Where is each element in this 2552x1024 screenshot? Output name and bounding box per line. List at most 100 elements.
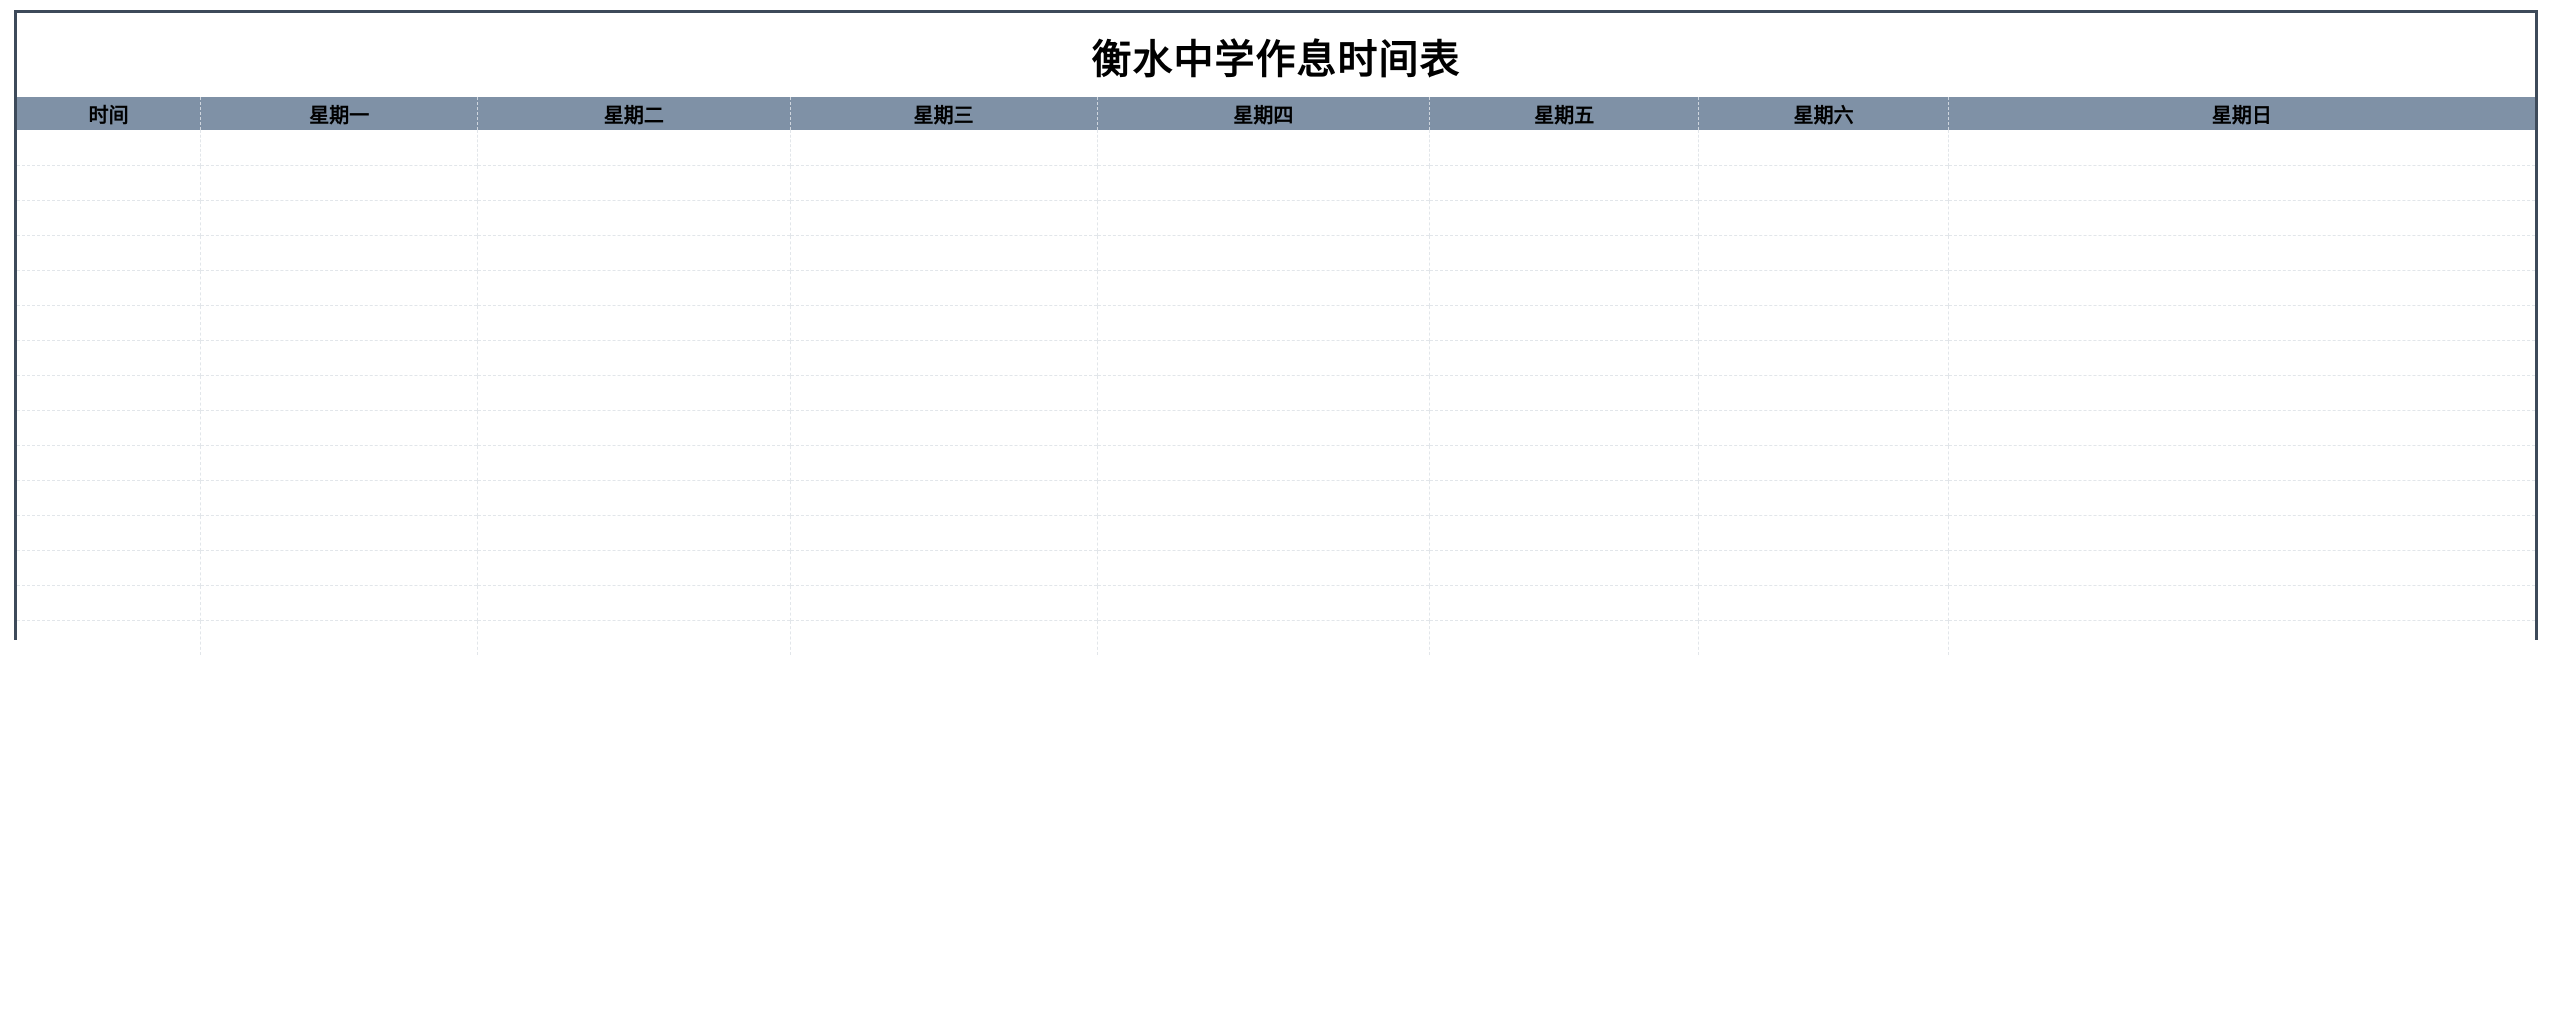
table-cell (478, 200, 790, 235)
table-cell (201, 165, 478, 200)
table-cell (1699, 235, 1948, 270)
table-cell (1948, 550, 2535, 585)
table-cell (1430, 305, 1699, 340)
table-row (17, 480, 2535, 515)
table-cell (1699, 200, 1948, 235)
table-cell (790, 410, 1097, 445)
table-cell (1948, 200, 2535, 235)
table-cell (17, 550, 201, 585)
table-cell (790, 445, 1097, 480)
table-cell (201, 340, 478, 375)
table-row (17, 340, 2535, 375)
table-cell (1699, 130, 1948, 165)
header-cell: 星期日 (1948, 97, 2535, 130)
table-cell (790, 165, 1097, 200)
title-row: 衡水中学作息时间表 (17, 13, 2535, 97)
table-cell (478, 165, 790, 200)
table-cell (1699, 550, 1948, 585)
table-cell (790, 375, 1097, 410)
table-cell (790, 480, 1097, 515)
table-row (17, 620, 2535, 655)
table-cell (1097, 585, 1429, 620)
table-cell (201, 375, 478, 410)
table-cell (17, 340, 201, 375)
table-row (17, 305, 2535, 340)
table-cell (1097, 270, 1429, 305)
table-cell (1430, 165, 1699, 200)
table-cell (201, 445, 478, 480)
table-row (17, 515, 2535, 550)
table-cell (1699, 445, 1948, 480)
table-cell (201, 585, 478, 620)
table-cell (17, 585, 201, 620)
table-row (17, 130, 2535, 165)
table-cell (1948, 585, 2535, 620)
table-row (17, 445, 2535, 480)
table-cell (790, 515, 1097, 550)
table-cell (790, 200, 1097, 235)
table-cell (1948, 410, 2535, 445)
table-cell (478, 410, 790, 445)
table-cell (17, 270, 201, 305)
table-cell (790, 585, 1097, 620)
table-cell (1699, 410, 1948, 445)
table-cell (201, 130, 478, 165)
table-cell (17, 305, 201, 340)
table-cell (17, 410, 201, 445)
table-cell (1430, 410, 1699, 445)
table-cell (1699, 585, 1948, 620)
table-cell (478, 305, 790, 340)
header-cell: 时间 (17, 97, 201, 130)
table-cell (478, 550, 790, 585)
table-cell (201, 620, 478, 655)
header-cell: 星期五 (1430, 97, 1699, 130)
schedule-title: 衡水中学作息时间表 (17, 27, 2535, 85)
table-cell (1430, 200, 1699, 235)
table-row (17, 235, 2535, 270)
table-cell (1948, 305, 2535, 340)
table-row (17, 550, 2535, 585)
table-body (17, 130, 2535, 655)
table-cell (1430, 375, 1699, 410)
table-cell (478, 340, 790, 375)
table-cell (1948, 375, 2535, 410)
table-cell (1430, 585, 1699, 620)
table-cell (478, 515, 790, 550)
header-cell: 星期六 (1699, 97, 1948, 130)
table-cell (201, 235, 478, 270)
schedule-container: 衡水中学作息时间表 时间星期一星期二星期三星期四星期五星期六星期日 (14, 10, 2538, 640)
table-cell (1699, 270, 1948, 305)
table-cell (201, 200, 478, 235)
table-cell (1430, 270, 1699, 305)
table-cell (1430, 340, 1699, 375)
table-cell (1097, 480, 1429, 515)
table-row (17, 270, 2535, 305)
table-cell (1430, 550, 1699, 585)
table-cell (1097, 445, 1429, 480)
table-cell (1430, 130, 1699, 165)
table-cell (790, 340, 1097, 375)
table-cell (1948, 480, 2535, 515)
schedule-table: 时间星期一星期二星期三星期四星期五星期六星期日 (17, 97, 2535, 655)
table-cell (1430, 445, 1699, 480)
table-cell (201, 515, 478, 550)
table-cell (1097, 515, 1429, 550)
table-cell (17, 200, 201, 235)
table-cell (17, 375, 201, 410)
table-cell (1699, 165, 1948, 200)
table-cell (1097, 235, 1429, 270)
table-cell (790, 550, 1097, 585)
table-cell (1430, 620, 1699, 655)
table-cell (790, 270, 1097, 305)
table-cell (1948, 235, 2535, 270)
table-cell (478, 270, 790, 305)
table-row (17, 200, 2535, 235)
table-cell (1097, 340, 1429, 375)
table-cell (1097, 165, 1429, 200)
table-cell (1948, 515, 2535, 550)
table-cell (1948, 620, 2535, 655)
header-cell: 星期一 (201, 97, 478, 130)
table-cell (1948, 165, 2535, 200)
header-row: 时间星期一星期二星期三星期四星期五星期六星期日 (17, 97, 2535, 130)
table-cell (478, 620, 790, 655)
